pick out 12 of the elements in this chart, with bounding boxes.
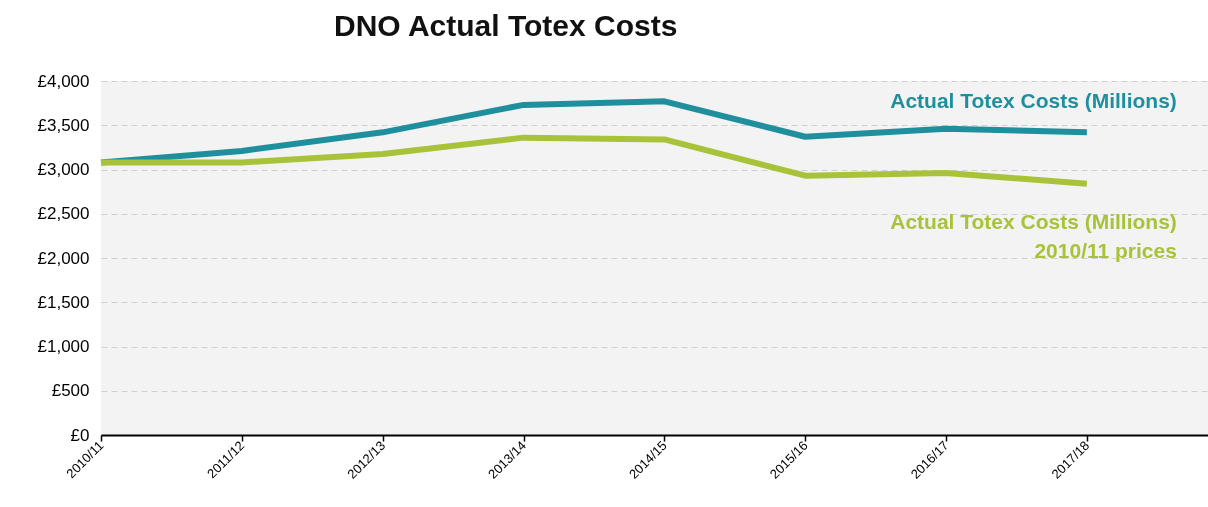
series-label: Actual Totex Costs (Millions) <box>890 89 1177 113</box>
y-tick-label: £2,500 <box>37 204 90 224</box>
y-tick-label: £4,000 <box>37 71 90 91</box>
y-tick-label: £1,500 <box>37 292 90 312</box>
y-tick-label: £2,000 <box>37 248 90 268</box>
y-tick-label: £500 <box>51 381 90 401</box>
y-tick-label: £3,500 <box>37 115 90 135</box>
y-tick-label: £3,000 <box>37 160 90 179</box>
series-label: Actual Totex Costs (Millions) 2010/11 prices <box>890 209 1177 262</box>
y-tick-label: £1,000 <box>37 337 90 356</box>
chart-title: DNO Actual Totex Costs <box>334 9 678 42</box>
y-tick-label: £0 <box>70 425 90 445</box>
